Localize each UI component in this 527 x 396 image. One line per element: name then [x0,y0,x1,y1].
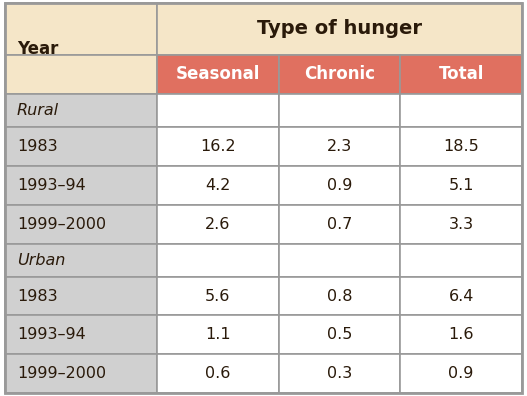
Text: 1993–94: 1993–94 [17,327,86,342]
Bar [279,166,401,205]
Text: 0.7: 0.7 [327,217,352,232]
Bar [5,166,157,205]
Text: 4.2: 4.2 [205,178,230,193]
Text: 1.1: 1.1 [205,327,231,342]
Bar [401,205,522,244]
Text: 1.6: 1.6 [448,327,474,342]
Bar [279,244,401,277]
Text: 5.1: 5.1 [448,178,474,193]
Bar [157,3,522,55]
Bar [279,94,401,127]
Text: 18.5: 18.5 [443,139,479,154]
Bar [5,94,157,127]
Text: 0.5: 0.5 [327,327,352,342]
Bar [5,55,157,94]
Text: 2.3: 2.3 [327,139,352,154]
Bar [279,354,401,393]
Bar [157,244,279,277]
Text: 0.9: 0.9 [448,366,474,381]
Text: 1983: 1983 [17,139,57,154]
Text: Seasonal: Seasonal [175,65,260,84]
Text: Type of hunger: Type of hunger [257,19,422,38]
Bar [157,354,279,393]
Text: 16.2: 16.2 [200,139,236,154]
Text: Rural: Rural [17,103,59,118]
Text: Urban: Urban [17,253,65,268]
Text: 1999–2000: 1999–2000 [17,217,106,232]
Text: 0.9: 0.9 [327,178,352,193]
Text: 0.6: 0.6 [205,366,230,381]
Bar [157,94,279,127]
Bar [157,315,279,354]
Bar [5,205,157,244]
Text: 0.8: 0.8 [327,289,352,303]
Bar [5,3,157,55]
Bar [279,315,401,354]
Bar [157,166,279,205]
Bar [279,205,401,244]
Text: 2.6: 2.6 [205,217,230,232]
Bar [401,166,522,205]
Bar [401,244,522,277]
Bar [5,315,157,354]
Bar [401,277,522,315]
Bar [5,244,157,277]
Text: 5.6: 5.6 [205,289,230,303]
Text: Total: Total [438,65,484,84]
Bar [401,55,522,94]
Text: 6.4: 6.4 [448,289,474,303]
Bar [401,315,522,354]
Text: Year: Year [17,40,58,57]
Text: 1983: 1983 [17,289,57,303]
Bar [279,55,401,94]
Text: 1993–94: 1993–94 [17,178,86,193]
Bar [157,127,279,166]
Bar [157,55,279,94]
Text: 0.3: 0.3 [327,366,352,381]
Text: 3.3: 3.3 [448,217,474,232]
Text: 1999–2000: 1999–2000 [17,366,106,381]
Bar [279,127,401,166]
Bar [5,354,157,393]
Bar [5,127,157,166]
Bar [401,94,522,127]
Bar [401,127,522,166]
Bar [157,277,279,315]
Bar [157,205,279,244]
Text: Chronic: Chronic [304,65,375,84]
Bar [401,354,522,393]
Bar [5,277,157,315]
Bar [279,277,401,315]
